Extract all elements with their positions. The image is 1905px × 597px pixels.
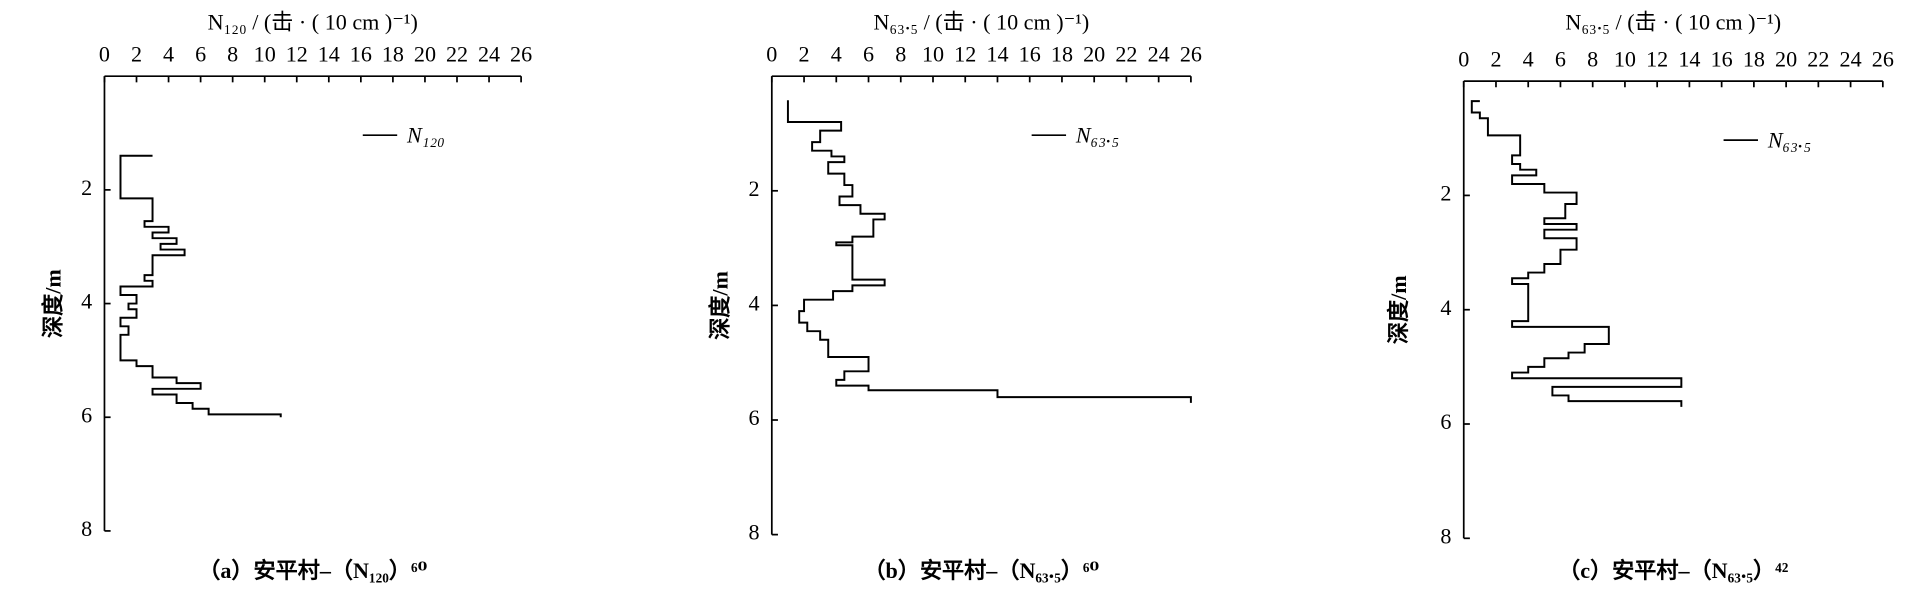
- x-tick-label: 14: [1678, 47, 1700, 72]
- caption: （b）安平村–（N₆₃.₅）⁶⁰: [863, 558, 1099, 583]
- step-line: [1470, 100, 1683, 407]
- x-tick-label: 10: [1614, 47, 1636, 72]
- x-tick-label: 0: [766, 42, 777, 67]
- caption: （a）安平村–（N₁₂₀）⁶⁰: [198, 558, 427, 583]
- y-axis-title: 深度/m: [708, 270, 733, 339]
- x-axis-title: N₆₃.₅ / (击 · ( 10 cm )⁻¹): [873, 10, 1089, 35]
- x-tick-label: 16: [1711, 47, 1733, 72]
- x-tick-label: 18: [1743, 47, 1765, 72]
- x-tick-label: 24: [1840, 47, 1862, 72]
- x-tick-label: 18: [1051, 42, 1073, 67]
- x-axis-title: N₁₂₀ / (击 · ( 10 cm )⁻¹): [208, 10, 418, 35]
- x-tick-label: 18: [382, 42, 404, 67]
- x-tick-label: 22: [1807, 47, 1829, 72]
- y-axis-title: 深度/m: [40, 269, 65, 338]
- figure-group: N₁₂₀ / (击 · ( 10 cm )⁻¹) （a）安平村–（N₁₂₀）⁶⁰ 深…: [40, 10, 1893, 583]
- y-tick-label: 2: [1440, 180, 1451, 205]
- x-tick-label: 12: [954, 42, 976, 67]
- x-tick-label: 12: [1646, 47, 1668, 72]
- y-tick-label: 8: [748, 520, 759, 545]
- caption: （c）安平村–（N₆₃.₅）⁴²: [1558, 558, 1789, 583]
- y-tick-label: 4: [1440, 295, 1451, 320]
- x-tick-label: 26: [1180, 42, 1202, 67]
- x-tick-label: 6: [863, 42, 874, 67]
- x-tick-label: 22: [446, 42, 468, 67]
- x-tick-label: 4: [163, 42, 174, 67]
- x-tick-label: 8: [895, 42, 906, 67]
- y-tick-label: 4: [748, 290, 759, 315]
- x-tick-label: 24: [478, 42, 500, 67]
- x-tick-label: 14: [318, 42, 340, 67]
- x-axis-title: N₆₃.₅ / (击 · ( 10 cm )⁻¹): [1565, 10, 1781, 35]
- x-tick-label: 20: [1083, 42, 1105, 67]
- x-tick-label: 24: [1148, 42, 1170, 67]
- x-tick-label: 2: [131, 42, 142, 67]
- legend-label: N₆₃.₅: [1075, 123, 1119, 148]
- legend-label: N₆₃.₅: [1767, 128, 1811, 153]
- y-tick-label: 6: [81, 402, 92, 427]
- y-tick-label: 6: [748, 405, 759, 430]
- x-tick-label: 14: [986, 42, 1008, 67]
- x-tick-label: 26: [510, 42, 532, 67]
- x-tick-label: 0: [1458, 47, 1469, 72]
- y-tick-label: 2: [748, 176, 759, 201]
- x-tick-label: 0: [99, 42, 110, 67]
- step-line: [119, 154, 282, 418]
- x-tick-label: 4: [831, 42, 842, 67]
- x-tick-label: 8: [227, 42, 238, 67]
- x-tick-label: 26: [1872, 47, 1894, 72]
- x-tick-label: 20: [414, 42, 436, 67]
- legend-label: N₁₂₀: [406, 123, 445, 148]
- x-tick-label: 16: [1019, 42, 1041, 67]
- x-tick-label: 10: [922, 42, 944, 67]
- x-tick-label: 20: [1775, 47, 1797, 72]
- x-tick-label: 10: [254, 42, 276, 67]
- y-axis-title: 深度/m: [1386, 275, 1411, 344]
- y-tick-label: 8: [81, 516, 92, 541]
- x-tick-label: 4: [1523, 47, 1534, 72]
- x-tick-label: 6: [1555, 47, 1566, 72]
- x-tick-label: 2: [1490, 47, 1501, 72]
- x-tick-label: 2: [799, 42, 810, 67]
- x-tick-label: 6: [195, 42, 206, 67]
- x-tick-label: 8: [1587, 47, 1598, 72]
- x-tick-label: 12: [286, 42, 308, 67]
- y-tick-label: 6: [1440, 409, 1451, 434]
- y-tick-label: 4: [81, 289, 92, 314]
- y-tick-label: 2: [81, 175, 92, 200]
- step-line: [786, 100, 1192, 403]
- x-tick-label: 22: [1115, 42, 1137, 67]
- y-tick-label: 8: [1440, 523, 1451, 548]
- x-tick-label: 16: [350, 42, 372, 67]
